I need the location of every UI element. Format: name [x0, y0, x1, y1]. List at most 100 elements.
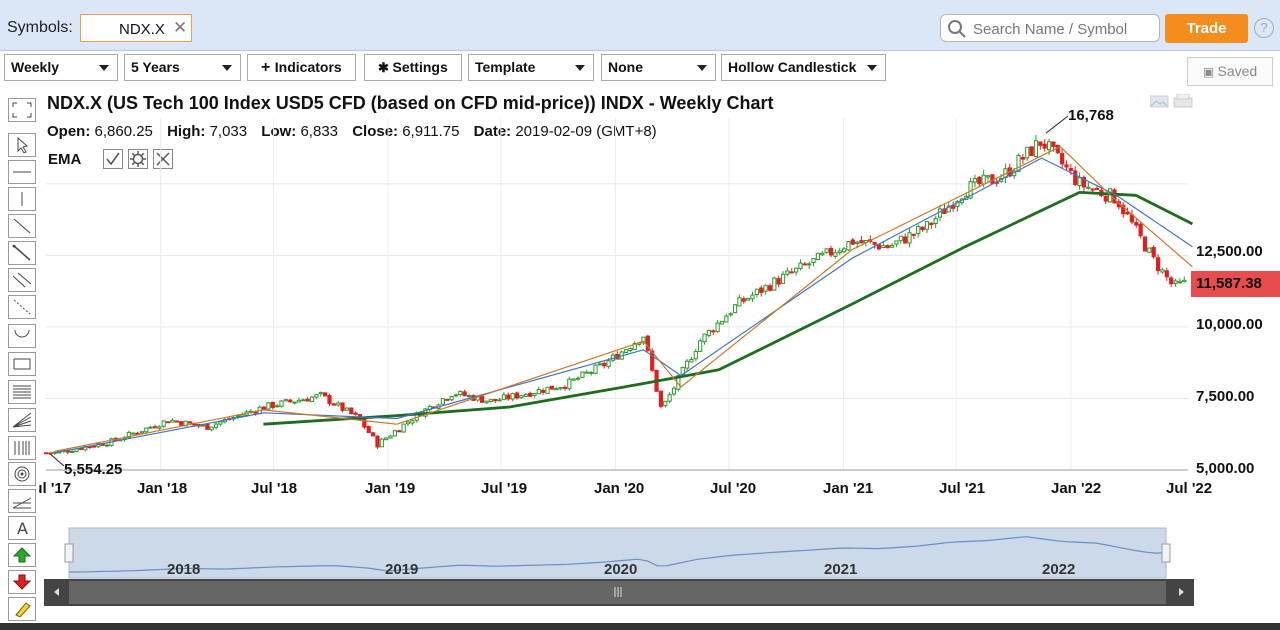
template-dropdown[interactable]: Template: [468, 54, 594, 81]
interval-dropdown[interactable]: Weekly: [4, 54, 118, 81]
open-label: Open:: [47, 123, 91, 140]
candle-body: [161, 420, 166, 427]
candle-body: [951, 205, 956, 209]
image-export-icon[interactable]: [1149, 93, 1195, 110]
candle-body: [946, 205, 951, 213]
navigator-left-handle[interactable]: [64, 543, 74, 563]
ray-tool[interactable]: [8, 241, 36, 265]
navigator-right-handle[interactable]: [1161, 543, 1171, 563]
buy-arrow-tool[interactable]: [8, 543, 36, 567]
saved-button[interactable]: ▣ Saved: [1187, 57, 1273, 86]
symbol-chip[interactable]: NDX.X ✕: [80, 14, 192, 42]
candle-body: [384, 437, 389, 441]
candle-body: [628, 348, 633, 352]
candle-body: [863, 239, 868, 243]
chart-style-value: Hollow Candlestick: [728, 59, 857, 75]
fan-tool[interactable]: [8, 408, 36, 432]
candle-body: [1121, 204, 1126, 215]
candle-body: [837, 250, 842, 254]
eraser-tool[interactable]: [8, 597, 36, 621]
candle-body: [789, 271, 794, 274]
candle-body: [994, 181, 999, 184]
close-icon[interactable]: ✕: [173, 18, 188, 37]
settings-label: Settings: [392, 59, 448, 75]
x-tick-label: Jan '22: [1051, 480, 1102, 497]
candle-body: [1090, 188, 1095, 191]
candle-body: [257, 406, 262, 415]
candle-body: [1081, 177, 1087, 188]
help-icon[interactable]: ?: [1254, 18, 1274, 38]
rectangle-tool[interactable]: [8, 352, 36, 376]
speed-lines-tool[interactable]: [8, 489, 36, 513]
last-price-badge: 11,587.38: [1191, 271, 1280, 297]
pointer-tool[interactable]: [8, 133, 36, 157]
ema-line: [263, 191, 1194, 426]
candle-body: [824, 248, 829, 253]
chart-style-dropdown[interactable]: Hollow Candlestick: [721, 54, 886, 81]
candle-body: [231, 417, 236, 420]
candle-body: [1033, 140, 1039, 158]
candle-body: [292, 401, 297, 404]
candle-body: [841, 248, 847, 253]
compare-dropdown[interactable]: None: [601, 54, 716, 81]
vertical-line-tool[interactable]: [8, 187, 36, 211]
ema-toggle-button[interactable]: [103, 149, 123, 169]
candle-body: [362, 418, 367, 428]
trade-button[interactable]: Trade: [1165, 14, 1248, 43]
range-dropdown[interactable]: 5 Years: [124, 54, 241, 81]
candle-body: [911, 233, 916, 236]
candle-body: [780, 273, 786, 284]
candle-body: [279, 400, 284, 407]
fibonacci-retracement-tool[interactable]: [8, 380, 36, 404]
candle-body: [763, 284, 768, 292]
candle-body: [314, 394, 319, 398]
peak-pointer-line: [1045, 115, 1069, 134]
candle-body: [353, 412, 358, 415]
navigator-year-label: 2019: [385, 561, 418, 578]
range-navigator[interactable]: 2018 2019 2020 2021 2022: [44, 526, 1194, 606]
gear-icon: [130, 151, 146, 167]
measure-tool[interactable]: [8, 295, 36, 319]
settings-button[interactable]: ✱ Settings: [364, 54, 462, 81]
candle-body: [309, 396, 315, 402]
arc-tool[interactable]: [8, 324, 36, 348]
candle-body: [1077, 177, 1082, 187]
candle-body: [698, 340, 703, 352]
search-input[interactable]: [971, 18, 1155, 40]
spiral-tool[interactable]: [8, 462, 36, 486]
fullscreen-tool[interactable]: [8, 98, 36, 122]
horizontal-line-tool[interactable]: [8, 160, 36, 184]
candle-body: [558, 387, 563, 390]
ema-remove-button[interactable]: [153, 149, 173, 169]
candle-body: [410, 420, 415, 424]
candle-body: [131, 432, 136, 435]
trough-label: 5,554.25: [64, 461, 123, 478]
candle-body: [671, 387, 677, 395]
ema-settings-button[interactable]: [128, 149, 148, 169]
candle-body: [401, 423, 406, 433]
scroll-right-icon[interactable]: [1179, 588, 1184, 596]
candle-body: [589, 371, 594, 374]
text-tool[interactable]: A: [8, 516, 36, 540]
scroll-left-icon[interactable]: [54, 588, 59, 596]
candle-body: [466, 395, 472, 398]
chart-grid: [46, 118, 1188, 471]
candle-body: [693, 351, 698, 360]
arrow-down-icon: [12, 574, 32, 590]
parallel-channel-tool[interactable]: [8, 268, 36, 292]
candle-body: [724, 315, 729, 323]
time-zones-tool[interactable]: [8, 436, 36, 460]
trendline-tool[interactable]: [8, 214, 36, 238]
navigator-year-label: 2018: [167, 561, 200, 578]
rectangle-icon: [13, 358, 31, 370]
sell-arrow-tool[interactable]: [8, 570, 36, 594]
candle-body: [785, 270, 790, 275]
search-box[interactable]: [940, 14, 1160, 42]
candle-body: [549, 385, 554, 390]
candle-body: [222, 418, 227, 423]
candle-body: [78, 447, 83, 451]
candle-body: [859, 240, 864, 244]
candle-body: [170, 419, 175, 423]
indicators-button[interactable]: + Indicators: [247, 54, 356, 81]
candle-body: [423, 408, 428, 417]
